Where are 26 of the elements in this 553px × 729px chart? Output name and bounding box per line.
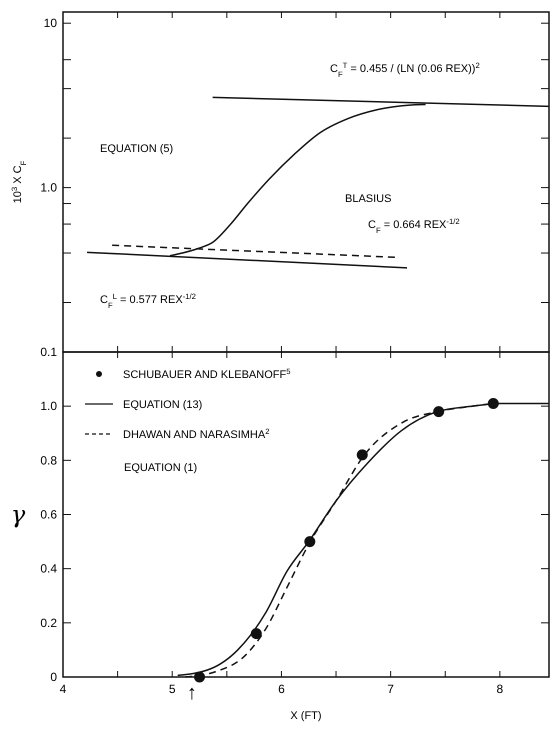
legend-label: DHAWAN AND NARASIMHA$^{2}$ — [123, 426, 270, 441]
annotation: C$_{F}$$^{L}$ = 0.577 REX$^{-1/2}$ — [100, 292, 196, 310]
y-tick-label: 10 — [44, 16, 58, 30]
annotation: EQUATION (5) — [100, 143, 174, 155]
y-tick-label: 0.2 — [40, 616, 58, 630]
annotation: EQUATION (1) — [124, 462, 198, 474]
y-axis-title: γ — [10, 500, 26, 528]
y-tick-label: 0 — [50, 670, 58, 684]
annotation: C$_{F}$$^{T}$ = 0.455 / (LN (0.06 REX))$^{2}$ — [330, 60, 480, 78]
annotation: BLASIUS — [345, 193, 392, 205]
y-tick-label: 1.0 — [40, 180, 58, 195]
y-tick-label: 0.4 — [40, 562, 58, 576]
x-tick-label: 4 — [60, 682, 67, 696]
y-tick-label: 1.0 — [40, 399, 58, 414]
y-tick-label: 0.1 — [40, 345, 58, 359]
x-tick-label: 8 — [496, 682, 504, 696]
x-tick-label: 5 — [168, 682, 176, 696]
x-tick-label: 6 — [278, 682, 286, 696]
legend-label: EQUATION (13) — [123, 399, 202, 411]
annotation: C$_{F}$ = 0.664 REX$^{-1/2}$ — [368, 216, 460, 234]
x-axis-title: X (FT) — [290, 710, 322, 722]
y-tick-label: 0.8 — [40, 453, 58, 468]
legend-label: SCHUBAUER AND KLEBANOFF$^{5}$ — [123, 366, 290, 381]
y-tick-label: 0.6 — [40, 508, 58, 522]
x-tick-label: 7 — [387, 682, 394, 696]
annotation: ↑ — [186, 682, 197, 704]
